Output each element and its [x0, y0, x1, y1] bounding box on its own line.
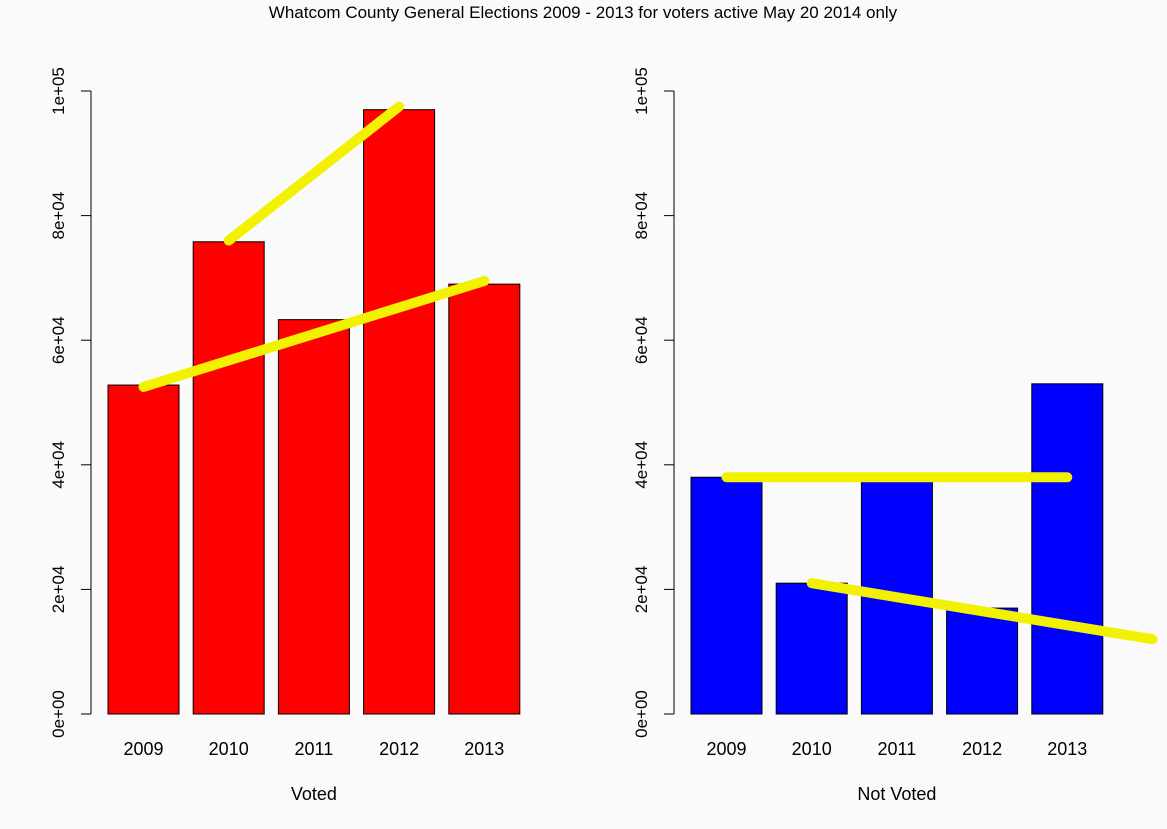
voted-bar-2009 — [107, 384, 180, 715]
not-voted-x-axis-title: Not Voted — [857, 784, 936, 804]
voted-y-tick-label: 0e+00 — [49, 690, 68, 738]
not-voted-x-tick-label: 2013 — [1047, 739, 1087, 759]
voted-x-tick-label: 2009 — [123, 739, 163, 759]
not-voted-y-tick-label: 1e+05 — [632, 67, 651, 115]
voted-panel: 0e+00 2e+04 4e+04 6e+04 8e+04 1e+05 2009 2010 20… — [49, 67, 521, 804]
not-voted-x-tick-label: 2009 — [706, 739, 746, 759]
not-voted-y-tick-label: 6e+04 — [632, 316, 651, 364]
not-voted-bar-2012 — [946, 607, 1019, 715]
figure-title: Whatcom County General Elections 2009 - … — [269, 3, 898, 22]
voted-x-axis-title: Voted — [291, 784, 337, 804]
voted-x-tick-label: 2012 — [379, 739, 419, 759]
voted-bar-2011 — [277, 319, 350, 715]
not-voted-panel: 0e+00 2e+04 4e+04 6e+04 8e+04 1e+05 2009 2010 20… — [632, 67, 1158, 804]
not-voted-y-tick-label: 0e+00 — [632, 690, 651, 738]
voted-y-tick-label: 2e+04 — [49, 566, 68, 614]
not-voted-bar-2013 — [1031, 383, 1104, 715]
not-voted-bar-2009 — [690, 476, 763, 715]
not-voted-x-tick-label: 2010 — [792, 739, 832, 759]
not-voted-x-tick-label: 2011 — [878, 739, 917, 759]
voted-x-tick-label: 2013 — [464, 739, 504, 759]
not-voted-bar-2010 — [775, 582, 848, 715]
voted-trend-line — [138, 276, 490, 392]
not-voted-y-tick-label: 8e+04 — [632, 192, 651, 240]
voted-bar-2013 — [448, 283, 521, 715]
not-voted-trend-line — [806, 578, 1158, 645]
voted-bar-2012 — [363, 109, 436, 715]
not-voted-y-tick-label: 2e+04 — [632, 566, 651, 614]
voted-y-tick-label: 6e+04 — [49, 316, 68, 364]
voted-bar-2010 — [192, 241, 265, 715]
voted-y-tick-label: 8e+04 — [49, 192, 68, 240]
voted-y-tick-label: 1e+05 — [49, 67, 68, 115]
not-voted-y-tick-label: 4e+04 — [632, 441, 651, 489]
voted-y-tick-label: 4e+04 — [49, 441, 68, 489]
voted-x-tick-label: 2011 — [295, 739, 334, 759]
not-voted-x-tick-label: 2012 — [962, 739, 1002, 759]
voted-x-tick-label: 2010 — [209, 739, 249, 759]
voted-trend-line — [223, 101, 405, 246]
